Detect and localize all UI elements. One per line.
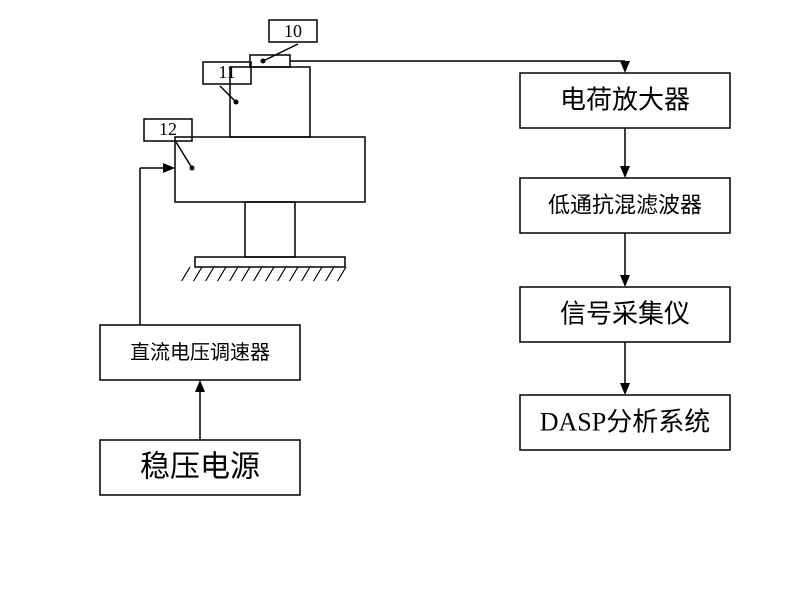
svg-text:电荷放大器: 电荷放大器 [560,85,690,114]
svg-text:直流电压调速器: 直流电压调速器 [130,341,270,364]
svg-text:DASP分析系统: DASP分析系统 [540,407,710,436]
ground-hatch [230,267,238,281]
ground-hatch [326,267,334,281]
ground-hatch [302,267,310,281]
svg-text:12: 12 [159,119,177,139]
base-box-12 [175,137,365,202]
svg-text:10: 10 [284,21,302,41]
ground-hatch [278,267,286,281]
ground-hatch [254,267,262,281]
svg-text:低通抗混滤波器: 低通抗混滤波器 [548,193,702,218]
svg-text:稳压电源: 稳压电源 [140,450,260,483]
foundation-plate [195,257,345,267]
svg-text:信号采集仪: 信号采集仪 [560,299,690,328]
motor-block [230,67,310,137]
ground-hatch [218,267,226,281]
svg-text:11: 11 [218,62,235,82]
ground-hatch [242,267,250,281]
ground-hatch [206,267,214,281]
ground-hatch [314,267,322,281]
ground-hatch [182,267,190,281]
stem [245,202,295,257]
ground-hatch [338,267,346,281]
ground-hatch [194,267,202,281]
ground-hatch [290,267,298,281]
ground-hatch [266,267,274,281]
